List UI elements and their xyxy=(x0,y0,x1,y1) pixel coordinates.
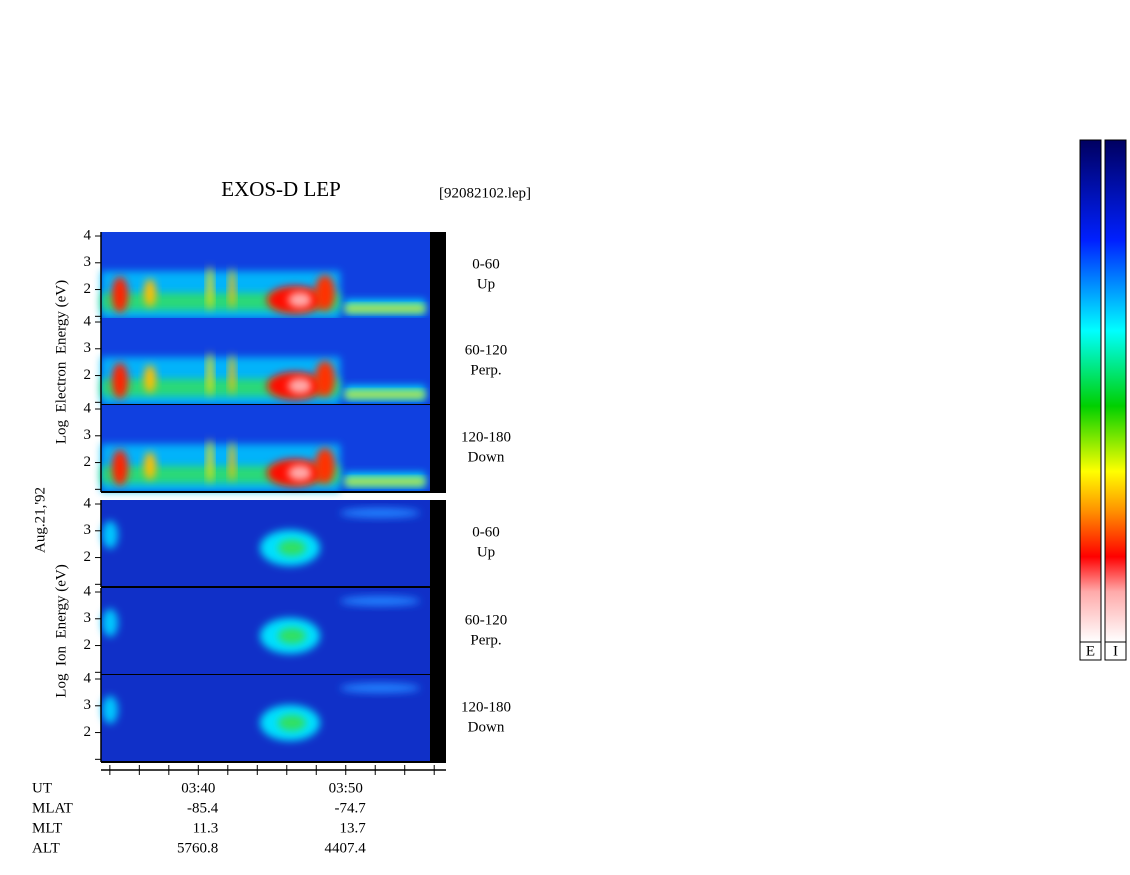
intensity-blob xyxy=(278,714,306,731)
intensity-blob xyxy=(340,683,420,694)
intensity-band xyxy=(345,305,425,313)
panel-range: 0-60 xyxy=(472,256,500,272)
y-tick-label: 3 xyxy=(84,340,92,356)
intensity-blob xyxy=(340,508,420,519)
intensity-band xyxy=(345,478,425,486)
intensity-blob xyxy=(102,695,118,724)
intensity-blob xyxy=(144,451,156,480)
panel-range: 60-120 xyxy=(465,342,508,358)
panel-direction: Down xyxy=(468,719,505,735)
panel-direction: Up xyxy=(477,276,495,292)
file-label: [92082102.lep] xyxy=(439,185,531,201)
colorbar-label: I xyxy=(1113,643,1118,659)
no-data xyxy=(430,318,446,405)
no-data xyxy=(430,232,446,319)
panel xyxy=(101,232,446,319)
y-tick-label: 2 xyxy=(84,549,92,565)
panel xyxy=(101,318,446,405)
y-tick-label: 3 xyxy=(84,522,92,538)
y-tick-label: 4 xyxy=(84,313,92,329)
y-axis-label: Log Ion Energy (eV) xyxy=(53,564,69,697)
intensity-blob xyxy=(315,447,335,484)
intensity-blob xyxy=(278,627,306,644)
intensity-blob xyxy=(112,449,128,486)
no-data xyxy=(430,405,446,492)
title: EXOS-D LEP xyxy=(221,177,341,201)
panel-direction: Perp. xyxy=(470,632,501,648)
panel-range: 60-120 xyxy=(465,612,508,628)
intensity-blob xyxy=(229,441,235,482)
y-axis-label: Log Electron Energy (eV) xyxy=(53,280,69,444)
y-tick-label: 3 xyxy=(84,254,92,270)
colorbar xyxy=(1104,139,1127,643)
intensity-blob xyxy=(144,278,156,307)
colorbar-label: E xyxy=(1086,643,1095,659)
intensity-blob xyxy=(315,360,335,397)
ephemeris-value: -85.4 xyxy=(187,800,219,816)
y-tick-label: 3 xyxy=(84,427,92,443)
panel xyxy=(101,588,446,675)
y-tick-label: 2 xyxy=(84,281,92,297)
intensity-blob xyxy=(207,352,213,397)
intensity-blob xyxy=(288,377,312,394)
y-tick-label: 3 xyxy=(84,610,92,626)
ephemeris-value: 5760.8 xyxy=(177,840,218,856)
ephemeris-value: 4407.4 xyxy=(324,840,366,856)
y-tick-label: 4 xyxy=(84,583,92,599)
intensity-blob xyxy=(112,362,128,399)
no-data xyxy=(430,588,446,675)
y-tick-label: 2 xyxy=(84,637,92,653)
y-tick-label: 4 xyxy=(84,227,92,243)
colorbar-label-box xyxy=(1104,641,1127,661)
panel xyxy=(101,675,446,762)
ephemeris-value: 13.7 xyxy=(339,820,366,836)
ephemeris-value: -74.7 xyxy=(334,800,366,816)
panel xyxy=(101,500,446,587)
ephemeris-value: 11.3 xyxy=(193,820,219,836)
date-label: Aug.21,'92 xyxy=(32,487,48,553)
no-data xyxy=(430,500,446,587)
intensity-blob xyxy=(288,291,312,308)
y-tick-label: 4 xyxy=(84,495,92,511)
y-tick-label: 2 xyxy=(84,724,92,740)
panel-direction: Up xyxy=(477,544,495,560)
intensity-blob xyxy=(340,596,420,607)
colorbar xyxy=(1079,139,1102,643)
no-data xyxy=(430,675,446,762)
panel-direction: Down xyxy=(468,449,505,465)
intensity-blob xyxy=(102,608,118,637)
colorbar-label-box xyxy=(1079,641,1102,661)
y-tick-label: 4 xyxy=(84,670,92,686)
intensity-blob xyxy=(288,464,312,481)
intensity-blob xyxy=(229,268,235,309)
intensity-blob xyxy=(207,266,213,311)
y-tick-label: 2 xyxy=(84,367,92,383)
intensity-blob xyxy=(102,520,118,549)
ephemeris-name: ALT xyxy=(32,840,60,856)
panel-range: 120-180 xyxy=(461,429,511,445)
intensity-blob xyxy=(278,539,306,556)
ephemeris-name: MLAT xyxy=(32,800,73,816)
x-tick-label: 03:40 xyxy=(181,780,215,796)
panel-range: 0-60 xyxy=(472,524,500,540)
y-tick-label: 3 xyxy=(84,697,92,713)
y-tick-label: 2 xyxy=(84,454,92,470)
x-tick-label: 03:50 xyxy=(329,780,363,796)
panel xyxy=(101,405,446,492)
panel-range: 120-180 xyxy=(461,699,511,715)
panel-direction: Perp. xyxy=(470,362,501,378)
intensity-blob xyxy=(144,364,156,393)
intensity-blob xyxy=(315,274,335,311)
ephemeris-name: UT xyxy=(32,780,52,796)
y-tick-label: 4 xyxy=(84,400,92,416)
intensity-blob xyxy=(207,439,213,484)
intensity-blob xyxy=(112,276,128,313)
intensity-band xyxy=(345,391,425,399)
ephemeris-name: MLT xyxy=(32,820,62,836)
intensity-blob xyxy=(229,354,235,395)
